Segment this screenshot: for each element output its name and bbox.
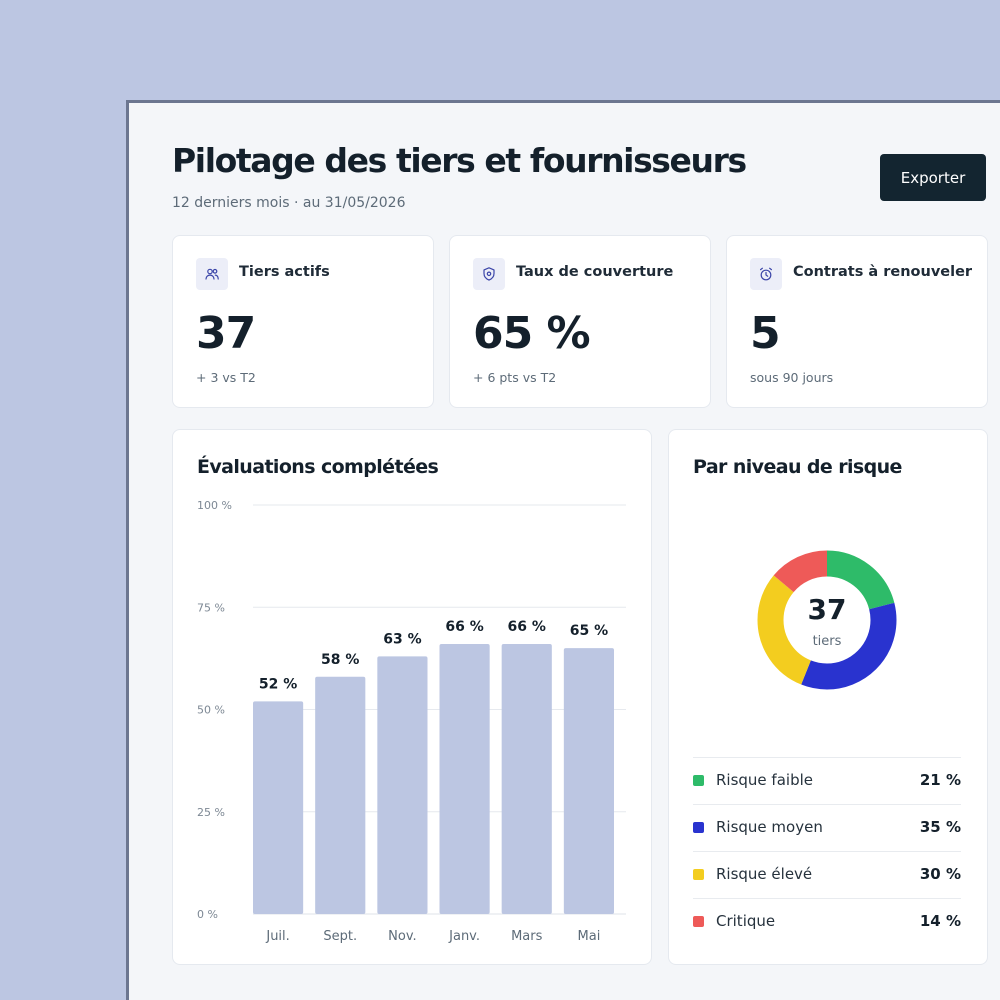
evaluations-bar-chart: 0 % 25 % 50 % 75 % 100 % 52 % Juil. 58 % Sept. 63…: [197, 499, 626, 944]
donut-segment[interactable]: [757, 550, 897, 690]
x-tick-label: Mai: [578, 929, 601, 944]
legend-value: 14 %: [919, 912, 961, 930]
chart-title: Évaluations complétées: [197, 456, 439, 478]
legend-row-high-risk: Risque élevé 30 %: [693, 851, 961, 898]
x-tick-label: Mars: [511, 929, 543, 944]
shield-icon: [473, 258, 505, 290]
bar-value-label: 66 %: [508, 619, 546, 635]
legend-row-low-risk: Risque faible 21 %: [693, 757, 961, 804]
y-tick-label: 50 %: [197, 704, 225, 717]
export-button[interactable]: Exporter: [880, 154, 986, 201]
legend-label: Risque élevé: [716, 865, 813, 883]
bar[interactable]: [563, 648, 614, 914]
donut-segment[interactable]: [757, 550, 897, 690]
legend-label: Risque moyen: [716, 818, 823, 836]
bar-value-label: 65 %: [570, 623, 608, 639]
page-title: Pilotage des tiers et fournisseurs: [172, 141, 747, 180]
donut-center-value: 37: [808, 593, 847, 626]
risk-donut-chart: 37 tiers: [757, 550, 897, 690]
legend-label: Critique: [716, 912, 776, 930]
legend-value: 21 %: [919, 771, 961, 789]
legend-row-medium-risk: Risque moyen 35 %: [693, 804, 961, 851]
kpi-trend: sous 90 jours: [750, 370, 834, 385]
kpi-value: 65 %: [473, 308, 591, 359]
kpi-label: Taux de couverture: [516, 264, 674, 280]
y-tick-label: 75 %: [197, 601, 225, 614]
bar[interactable]: [315, 676, 366, 914]
legend-label: Risque faible: [716, 771, 813, 789]
x-tick-label: Juil.: [265, 929, 289, 944]
kpi-trend: + 6 pts vs T2: [473, 370, 557, 385]
users-icon: [196, 258, 228, 290]
kpi-card-active-third-parties: Tiers actifs 37 + 3 vs T2: [172, 235, 434, 408]
bar[interactable]: [377, 656, 428, 914]
bar-value-label: 58 %: [321, 652, 359, 668]
bar-value-label: 63 %: [383, 631, 421, 647]
x-tick-label: Janv.: [448, 929, 480, 944]
bar[interactable]: [439, 644, 490, 914]
donut-center-label: tiers: [813, 634, 842, 649]
legend-value: 30 %: [919, 865, 961, 883]
legend-swatch: [693, 822, 704, 833]
bar[interactable]: [253, 701, 304, 914]
y-tick-label: 0 %: [197, 908, 218, 921]
donut-segment[interactable]: [757, 550, 897, 690]
evaluations-chart-card: Évaluations complétées 0 % 25 % 50 % 75 % 10…: [172, 429, 652, 965]
kpi-value: 37: [196, 308, 256, 359]
legend-row-critical: Critique 14 %: [693, 898, 961, 945]
bar-value-label: 66 %: [445, 619, 483, 635]
kpi-trend: + 3 vs T2: [196, 370, 256, 385]
dashboard-window: Pilotage des tiers et fournisseurs 12 de…: [126, 100, 1000, 1000]
risk-legend: Risque faible 21 % Risque moyen 35 % Ris…: [693, 757, 961, 945]
kpi-card-contracts-to-renew: Contrats à renouveler 5 sous 90 jours: [726, 235, 988, 408]
page-subtitle: 12 derniers mois · au 31/05/2026: [172, 195, 406, 211]
risk-level-card: Par niveau de risque 37 tiers Risque faib…: [668, 429, 988, 965]
kpi-value: 5: [750, 308, 781, 359]
chart-title: Par niveau de risque: [693, 456, 902, 478]
bar-value-label: 52 %: [259, 676, 297, 692]
bar[interactable]: [501, 644, 552, 914]
kpi-label: Contrats à renouveler: [793, 264, 973, 280]
x-tick-label: Sept.: [323, 929, 357, 944]
y-tick-label: 25 %: [197, 806, 225, 819]
legend-swatch: [693, 916, 704, 927]
legend-swatch: [693, 869, 704, 880]
x-tick-label: Nov.: [388, 929, 417, 944]
y-tick-label: 100 %: [197, 499, 232, 512]
legend-swatch: [693, 775, 704, 786]
alarm-clock-icon: [750, 258, 782, 290]
legend-value: 35 %: [919, 818, 961, 836]
kpi-label: Tiers actifs: [239, 264, 330, 280]
kpi-card-coverage-rate: Taux de couverture 65 % + 6 pts vs T2: [449, 235, 711, 408]
